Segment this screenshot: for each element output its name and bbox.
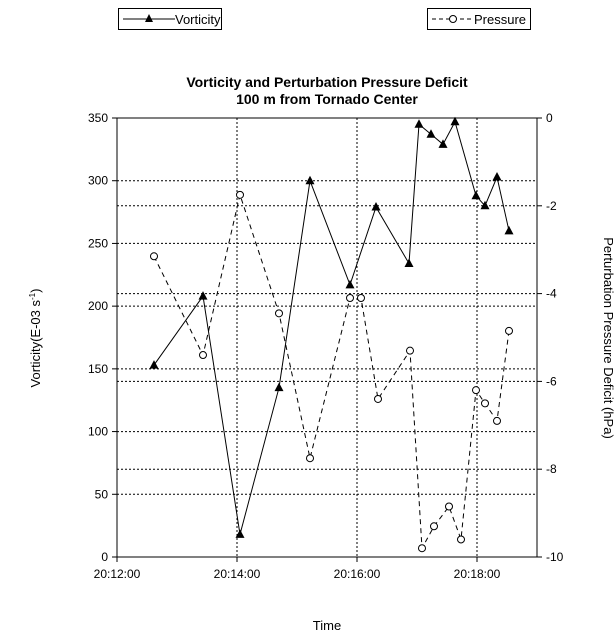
y-tick-label: 250 <box>88 236 108 250</box>
y-axis-right: 0 -2 -4 -6 -8 -10 <box>537 111 564 564</box>
pressure-point <box>150 252 158 261</box>
y2-tick-label: -2 <box>546 199 557 213</box>
x-tick-label: 20:16:00 <box>334 567 381 581</box>
legend-pressure: Pressure <box>427 8 531 30</box>
vorticity-point <box>235 529 245 538</box>
pressure-point <box>493 416 501 425</box>
y2-tick-label: -8 <box>546 462 557 476</box>
chart-title: Vorticity and Perturbation Pressure Defi… <box>186 74 468 90</box>
vorticity-point <box>371 202 381 211</box>
x-axis: 20:12:00 20:14:00 20:16:00 20:18:00 <box>94 557 501 581</box>
vorticity-point <box>198 291 208 300</box>
vorticity-point <box>471 190 481 200</box>
series-line-pressure <box>153 192 510 550</box>
pressure-point <box>346 293 354 302</box>
y2-tick-label: -4 <box>546 287 557 301</box>
vorticity-point <box>492 171 502 181</box>
vorticity-point <box>426 129 436 138</box>
vorticity-point <box>504 225 514 235</box>
x-tick-label: 20:14:00 <box>214 567 261 581</box>
y2-axis-label: Perturbation Pressure Deficit (hPa) <box>601 237 616 439</box>
y-axis-label-main: Vorticity(E-03 s <box>28 300 43 388</box>
vorticity-point <box>450 116 460 126</box>
y-tick-label: 50 <box>95 487 109 501</box>
pressure-point <box>418 544 426 553</box>
y-axis-label: Vorticity(E-03 s-1) <box>28 289 43 388</box>
y-axis-left: 0 50 100 150 200 250 300 350 <box>88 111 117 564</box>
vorticity-point <box>149 360 159 369</box>
y-tick-label: 0 <box>101 550 108 564</box>
pressure-point <box>505 326 513 335</box>
series-lines <box>153 120 510 550</box>
series-line-vorticity <box>153 120 510 535</box>
legend-vorticity-swatch <box>123 14 175 22</box>
y2-tick-label: -10 <box>546 550 564 564</box>
pressure-point <box>406 346 414 355</box>
y2-tick-label: 0 <box>546 111 553 125</box>
series-markers <box>149 116 514 553</box>
x-axis-label: Time <box>313 618 341 633</box>
pressure-point <box>357 293 365 302</box>
pressure-point <box>445 502 453 511</box>
grid-lines <box>116 117 537 558</box>
y2-tick-label: -6 <box>546 374 557 388</box>
pressure-point <box>481 399 489 408</box>
pressure-point <box>430 522 438 531</box>
vorticity-point <box>404 258 414 267</box>
y-tick-label: 100 <box>88 425 108 439</box>
y-axis-label-sup: -1 <box>28 292 37 300</box>
vorticity-point <box>480 200 490 210</box>
x-tick-label: 20:12:00 <box>94 567 141 581</box>
legend-vorticity: Vorticity <box>118 8 222 30</box>
pressure-point <box>374 394 382 403</box>
pressure-point <box>306 454 314 463</box>
pressure-point <box>236 190 244 199</box>
y-tick-label: 350 <box>88 111 108 125</box>
legend-vorticity-label: Vorticity <box>175 12 221 27</box>
vorticity-point <box>305 175 315 185</box>
legend-pressure-label: Pressure <box>474 12 527 27</box>
vorticity-point <box>414 119 424 128</box>
pressure-point <box>275 309 283 318</box>
y-tick-label: 150 <box>88 362 108 376</box>
chart-subtitle: 100 m from Tornado Center <box>236 91 418 107</box>
pressure-point <box>199 351 207 360</box>
pressure-point <box>457 535 465 544</box>
y-tick-label: 200 <box>88 299 108 313</box>
legend-pressure-swatch <box>432 15 474 23</box>
plot-frame <box>116 117 538 558</box>
vorticity-point <box>438 139 448 148</box>
vorticity-point <box>274 382 284 392</box>
y-axis-label-end: ) <box>28 289 43 293</box>
vorticity-point <box>345 279 355 289</box>
x-tick-label: 20:18:00 <box>454 567 501 581</box>
pressure-point <box>472 386 480 395</box>
y-tick-label: 300 <box>88 174 108 188</box>
